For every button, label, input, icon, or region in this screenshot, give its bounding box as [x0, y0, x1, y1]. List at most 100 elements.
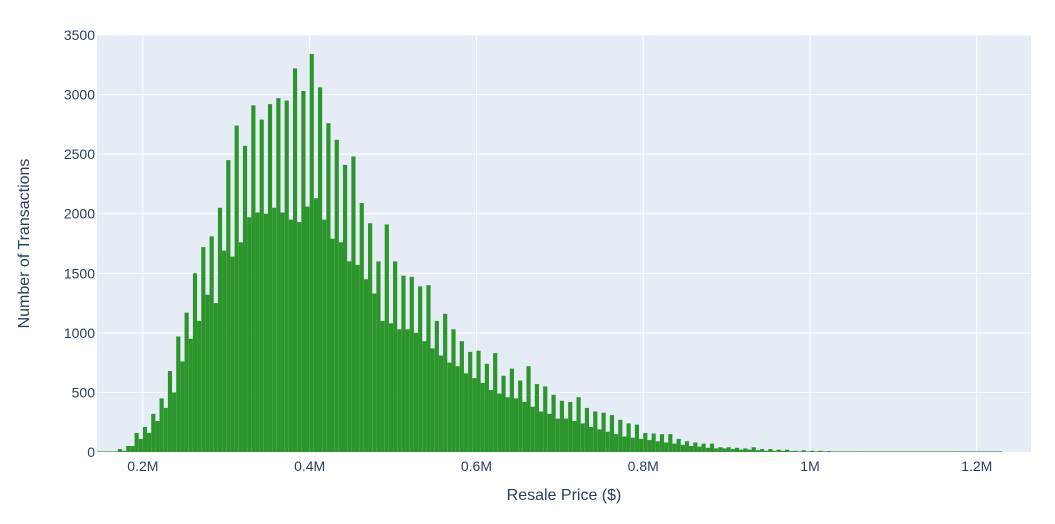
histogram-bar: [672, 443, 677, 452]
histogram-bar: [597, 429, 602, 452]
histogram-bar: [589, 426, 594, 452]
histogram-bar: [680, 444, 685, 452]
histogram-bar: [401, 275, 406, 452]
histogram-bar: [368, 223, 373, 452]
histogram-bar: [655, 441, 660, 452]
histogram-bar: [730, 449, 735, 452]
x-tick-label: 1M: [800, 458, 819, 474]
histogram-bar: [839, 451, 844, 452]
histogram-bar: [330, 238, 335, 452]
histogram-bar: [659, 434, 665, 452]
histogram-bar: [905, 451, 911, 452]
histogram-bar: [722, 448, 727, 452]
histogram-bar: [709, 443, 715, 452]
histogram-bar: [801, 450, 806, 452]
histogram-bar: [134, 432, 139, 452]
histogram-bar: [343, 164, 348, 452]
histogram-bar: [247, 217, 252, 452]
histogram-bar: [605, 431, 610, 452]
histogram-bar: [980, 451, 986, 452]
histogram-bar: [309, 54, 314, 452]
histogram-bar: [292, 68, 298, 453]
histogram-bar: [355, 264, 360, 452]
histogram-bar: [734, 447, 740, 452]
histogram-bar: [313, 198, 318, 452]
histogram-bar: [755, 450, 760, 452]
histogram-bar: [555, 418, 560, 452]
histogram-bar: [405, 329, 410, 452]
histogram-bar: [430, 348, 435, 452]
histogram-bar: [885, 451, 890, 452]
histogram-bar: [530, 406, 535, 452]
histogram-bar: [276, 98, 281, 452]
histogram-bar: [564, 418, 569, 452]
histogram-bar: [835, 451, 840, 452]
bars: [97, 54, 1002, 453]
histogram-bar: [418, 286, 423, 452]
x-axis-ticks: 0.2M 0.4M 0.6M 0.8M 1M 1.2M: [127, 458, 992, 474]
histogram-bar: [947, 451, 952, 452]
histogram-bar: [901, 451, 906, 452]
histogram-bar: [167, 370, 173, 452]
histogram-bar: [955, 451, 961, 452]
histogram-bar: [639, 438, 644, 452]
histogram-bar: [780, 450, 785, 452]
histogram-bar: [372, 293, 377, 452]
histogram-bar: [784, 449, 790, 452]
histogram-bar: [634, 424, 640, 452]
histogram-bar: [513, 398, 519, 452]
x-tick-label: 0.4M: [294, 458, 325, 474]
histogram-bar: [109, 451, 114, 452]
histogram-bar: [793, 450, 798, 452]
histogram-bar: [222, 250, 227, 452]
histogram-bar: [997, 451, 1002, 452]
histogram-bar: [689, 446, 694, 452]
histogram-bar: [259, 119, 264, 452]
histogram-bar: [117, 449, 123, 452]
histogram-bar: [213, 303, 218, 452]
histogram-bar: [534, 384, 539, 452]
histogram-bar: [242, 145, 248, 452]
histogram-bar: [889, 451, 894, 452]
histogram-bar: [989, 451, 994, 452]
histogram-bar: [972, 451, 977, 452]
y-tick-label: 3500: [64, 27, 95, 43]
histogram-bar: [855, 451, 861, 452]
histogram-bar: [217, 207, 223, 452]
histogram-bar: [951, 451, 956, 452]
y-axis-ticks: 0 500 1000 1500 2000 2500 3000 3500: [64, 27, 95, 460]
histogram-bar: [664, 442, 669, 452]
histogram-bar: [438, 355, 444, 452]
histogram-bar: [493, 353, 498, 452]
x-tick-label: 0.6M: [461, 458, 492, 474]
histogram-bar: [501, 375, 506, 452]
histogram-bar: [797, 451, 802, 452]
histogram-bar: [668, 434, 673, 452]
histogram-bar: [651, 433, 656, 452]
histogram-bar: [326, 123, 331, 452]
histogram-bar: [726, 447, 731, 452]
histogram-bar: [376, 261, 381, 452]
histogram-bar: [284, 100, 289, 453]
histogram-bar: [701, 443, 706, 452]
histogram-bar: [126, 446, 131, 452]
histogram-bar: [918, 451, 923, 452]
histogram-bar: [914, 451, 919, 452]
histogram-bar: [472, 378, 477, 452]
histogram-bar: [468, 351, 473, 452]
histogram-bar: [359, 202, 364, 452]
histogram-bar: [864, 451, 869, 452]
histogram-bar: [151, 413, 156, 452]
y-tick-label: 2500: [64, 146, 95, 162]
histogram-bar: [976, 451, 981, 452]
histogram-bar: [155, 421, 160, 452]
histogram-bar: [509, 368, 514, 452]
histogram-bar: [238, 242, 243, 452]
histogram-bar: [926, 451, 931, 452]
histogram-bar: [814, 451, 819, 452]
histogram-bar: [743, 448, 748, 452]
histogram-bar: [334, 139, 339, 453]
histogram-bar: [301, 90, 306, 453]
histogram-bar: [455, 366, 460, 452]
histogram-bar: [897, 451, 902, 452]
